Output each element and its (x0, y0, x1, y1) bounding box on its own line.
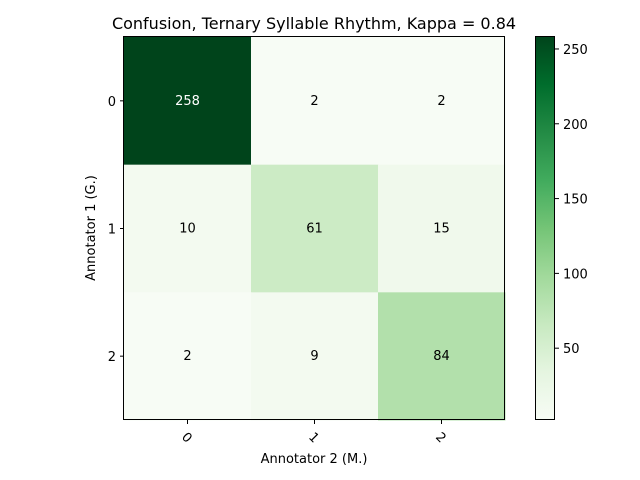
cell-value-label: 61 (306, 222, 323, 237)
chart-title: Confusion, Ternary Syllable Rhythm, Kapp… (112, 14, 516, 33)
heatmap-cells (124, 37, 506, 421)
colorbar-tick-label: 150 (563, 193, 588, 208)
x-tick-label: 0 (178, 430, 194, 446)
colorbar-tick-label: 100 (563, 267, 588, 282)
heatmap-cell (251, 292, 379, 421)
colorbar-tick-label: 50 (563, 342, 580, 357)
heatmap-cell (251, 37, 379, 166)
cell-value-label: 2 (183, 349, 191, 364)
cell-value-labels: 258 2 2 10 61 15 2 9 84 (175, 94, 450, 364)
cell-value-label: 258 (175, 94, 200, 109)
heatmap-cell (378, 164, 506, 293)
heatmap-cell (251, 164, 379, 293)
y-tick-label: 0 (108, 95, 116, 110)
cell-value-label: 2 (310, 94, 318, 109)
y-tick-label: 1 (108, 223, 116, 238)
y-axis-label: Annotator 1 (G.) (84, 175, 99, 281)
colorbar-tick-label: 250 (563, 43, 588, 58)
heatmap-cell (378, 37, 506, 166)
cell-value-label: 9 (310, 349, 318, 364)
x-axis-ticks: 0 1 2 (178, 420, 449, 446)
x-axis-label: Annotator 2 (M.) (261, 452, 368, 467)
heatmap-cell (124, 292, 252, 421)
cell-value-label: 2 (437, 94, 445, 109)
colorbar-tick-label: 200 (563, 118, 588, 133)
y-axis-ticks: 0 1 2 (108, 95, 124, 365)
cell-value-label: 10 (179, 222, 196, 237)
heatmap-cell (124, 164, 252, 293)
y-tick-label: 2 (108, 350, 116, 365)
cell-value-label: 84 (433, 349, 450, 364)
x-tick-label: 2 (432, 430, 448, 446)
colorbar-ticks: 50 100 150 200 250 (555, 43, 588, 357)
heatmap-cell (378, 292, 506, 421)
cell-value-label: 15 (433, 222, 450, 237)
x-tick-label: 1 (305, 430, 321, 446)
heatmap-cell (124, 37, 252, 166)
colorbar (535, 36, 555, 420)
